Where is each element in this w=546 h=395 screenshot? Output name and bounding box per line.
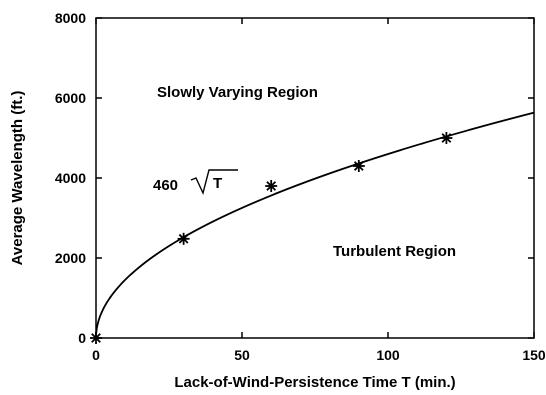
y-tick-label: 2000: [55, 250, 86, 266]
y-tick-label: 6000: [55, 90, 86, 106]
y-tick-label: 0: [78, 330, 86, 346]
annotation-slowly-varying-region: Slowly Varying Region: [157, 84, 318, 101]
annotation-turbulent-region: Turbulent Region: [333, 243, 456, 260]
y-axis-title: Average Wavelength (ft.): [9, 91, 26, 266]
y-axis-ticks: 0 2000 4000 6000 8000: [55, 10, 534, 346]
x-tick-label: 100: [376, 347, 400, 363]
formula-coefficient: 460: [153, 177, 178, 194]
y-tick-label: 8000: [55, 10, 86, 26]
x-tick-label: 0: [92, 347, 100, 363]
data-point-marker: [177, 232, 190, 245]
data-markers: [90, 132, 453, 344]
radical-sign-icon: [190, 169, 238, 196]
data-point-marker: [90, 332, 102, 344]
data-point-marker: [265, 180, 278, 192]
data-point-marker: [440, 132, 453, 144]
formula-label: 460 T: [153, 169, 238, 196]
data-point-marker: [352, 160, 365, 172]
x-tick-label: 150: [522, 347, 546, 363]
fit-curve-460-sqrt-t: [95, 111, 535, 338]
x-axis-ticks: 0 50 100 150: [92, 18, 546, 363]
y-tick-label: 4000: [55, 170, 86, 186]
x-axis-title: Lack-of-Wind-Persistence Time T (min.): [174, 374, 455, 391]
formula-radicand: T: [213, 175, 222, 192]
x-tick-label: 50: [234, 347, 250, 363]
